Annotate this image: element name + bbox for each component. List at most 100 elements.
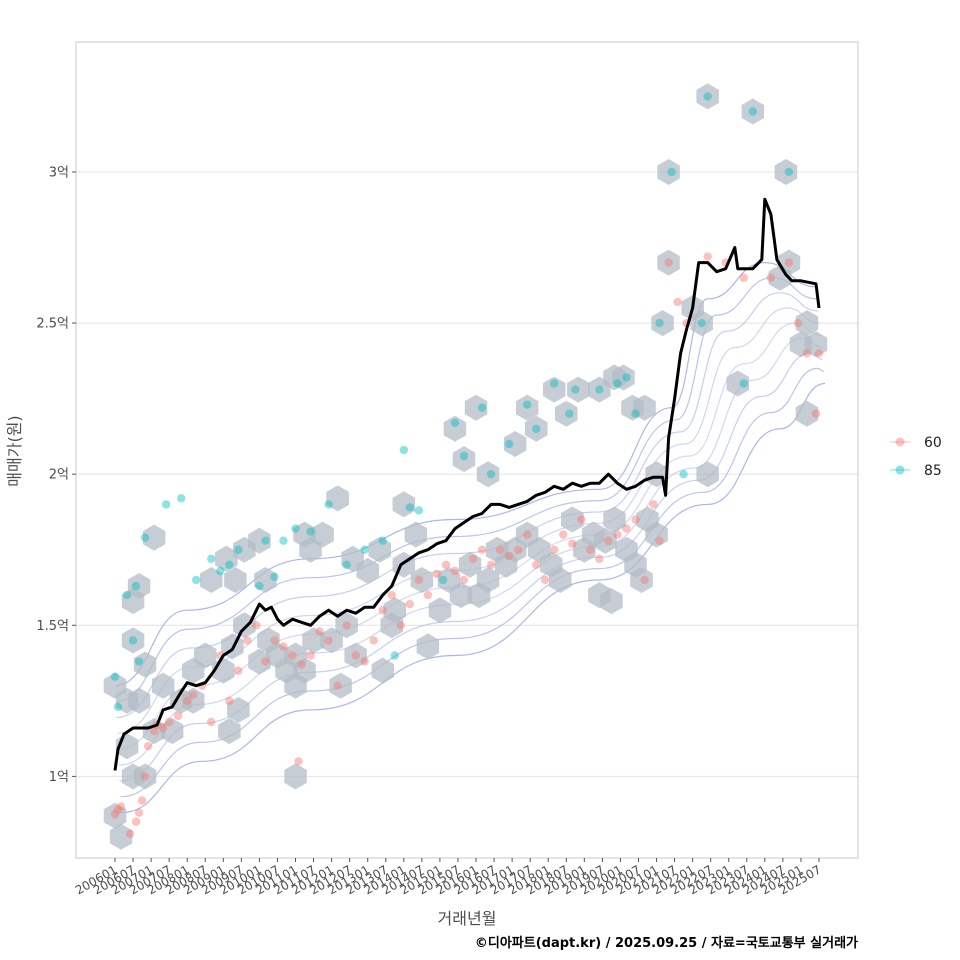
data-point-85 [306, 527, 315, 536]
hexbin-cell [696, 83, 719, 110]
data-point-60 [631, 515, 640, 524]
data-point-60 [414, 575, 424, 585]
hexbin-cell [464, 394, 488, 421]
hexbin-cell [600, 588, 623, 615]
data-point-60 [324, 636, 333, 645]
data-point-60 [369, 636, 378, 645]
hexbin-cell [127, 687, 151, 714]
data-point-60 [261, 657, 270, 666]
data-point-60 [342, 621, 351, 630]
gridlines [76, 171, 858, 777]
data-point-85 [667, 167, 676, 177]
data-point-85 [255, 581, 264, 591]
data-point-60 [164, 717, 174, 727]
hexbin-cell [789, 331, 813, 358]
data-point-85 [192, 575, 201, 585]
data-point-60 [423, 590, 433, 600]
hexbin-cell [121, 588, 145, 615]
hexbin-cell [383, 597, 407, 624]
data-point-85 [140, 533, 150, 542]
data-point-85 [113, 702, 123, 712]
data-point-85 [784, 167, 794, 177]
hexbin-cell [182, 687, 205, 714]
hexbin-cell [133, 763, 157, 790]
data-point-60 [131, 817, 141, 826]
data-point-85 [622, 373, 631, 382]
hexbin-cell [160, 718, 184, 745]
data-point-85 [291, 524, 300, 533]
data-point-85 [378, 536, 387, 545]
density-contour [114, 261, 817, 687]
hexbin-cell [302, 627, 325, 654]
data-point-60 [531, 560, 541, 570]
data-point-85 [261, 536, 270, 545]
data-point-85 [531, 424, 541, 434]
data-point-60 [811, 409, 821, 418]
data-point-60 [459, 575, 469, 585]
data-point-60 [294, 757, 303, 766]
data-point-85 [270, 572, 279, 582]
data-point-85 [679, 469, 688, 479]
data-point-60 [703, 252, 712, 261]
hexbin-cell [443, 415, 467, 442]
hexbin-cell [368, 536, 391, 563]
hexbin-cell [416, 633, 440, 660]
data-point-60 [288, 651, 297, 660]
y-tick-label: 2.5억 [36, 317, 69, 332]
density-contour [120, 382, 826, 814]
hexbin-cell [774, 159, 798, 185]
data-point-85 [342, 560, 351, 570]
density-contour [117, 322, 821, 750]
data-point-85 [504, 439, 514, 449]
y-tick-label: 3억 [49, 165, 69, 180]
hexbin-cell [254, 567, 277, 593]
hexbin-cell [741, 98, 765, 125]
data-point-60 [137, 796, 147, 805]
data-point-60 [207, 717, 216, 727]
data-point-60 [673, 297, 682, 307]
data-point-85 [131, 581, 141, 591]
hexbin-cell [151, 672, 175, 699]
data-point-60 [640, 575, 649, 585]
data-point-60 [333, 681, 342, 690]
data-point-60 [315, 627, 324, 636]
hexbin-cell [311, 521, 334, 548]
hexbin-cell [651, 310, 674, 337]
data-point-60 [450, 566, 460, 576]
data-point-85 [571, 385, 580, 394]
hexbin-cell [726, 370, 749, 397]
data-point-60 [140, 772, 150, 781]
hexbin-cell [795, 310, 819, 337]
data-point-85 [161, 500, 171, 509]
data-point-85 [207, 554, 216, 563]
data-point-60 [559, 530, 568, 539]
data-point-85 [522, 400, 532, 409]
panel-border [75, 41, 859, 859]
data-point-85 [655, 318, 664, 328]
legend: 60 85 [890, 435, 942, 479]
data-point-60 [504, 551, 514, 560]
data-point-85 [748, 107, 758, 116]
data-point-85 [450, 418, 460, 427]
data-point-60 [110, 809, 120, 819]
data-point-60 [125, 829, 135, 839]
data-point-60 [550, 545, 559, 554]
hexbin-cell [356, 557, 379, 584]
data-point-60 [495, 545, 505, 554]
data-point-60 [802, 349, 812, 358]
data-point-60 [522, 530, 532, 539]
data-point-60 [568, 539, 577, 548]
hexbin-cell [103, 802, 127, 829]
hexbin-cell [200, 567, 223, 593]
data-point-85 [122, 590, 132, 600]
data-point-60 [143, 741, 153, 751]
hexbin-cell [142, 524, 166, 551]
data-point-60 [360, 657, 369, 666]
data-point-60 [158, 723, 168, 733]
hexbin-cell [218, 718, 241, 745]
data-point-85 [279, 536, 288, 545]
hexbin-cell [392, 491, 416, 518]
data-point-60 [225, 696, 234, 706]
data-point-85 [438, 575, 448, 585]
